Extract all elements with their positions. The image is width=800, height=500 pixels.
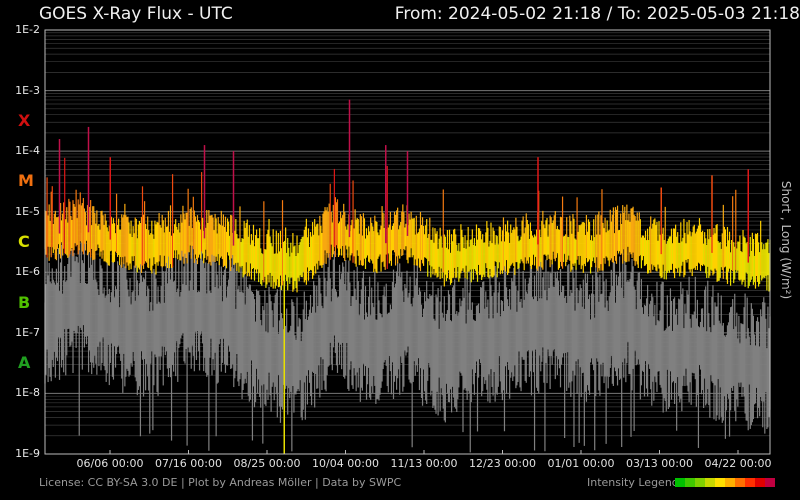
x-tick-label: 03/13 00:00 (626, 457, 693, 470)
short-series (44, 232, 771, 453)
flare-class-x: X (18, 110, 31, 130)
credits: License: CC BY-SA 3.0 DE | Plot by Andre… (39, 476, 402, 489)
flare-class-a: A (18, 353, 31, 373)
legend-swatch (685, 478, 695, 487)
legend-swatch (705, 478, 715, 487)
flare-class-b: B (18, 292, 31, 312)
time-range: From: 2024-05-02 21:18 / To: 2025-05-03 … (394, 4, 800, 24)
legend-swatch (765, 478, 775, 487)
y-axis-label: Short , Long (W/m²) (779, 180, 793, 300)
y-tick-label: 1E-4 (15, 144, 40, 158)
y-tick-label: 1E-6 (15, 265, 40, 279)
y-tick-label: 1E-2 (15, 23, 40, 36)
legend-swatch (675, 478, 685, 487)
x-tick-label: 01/01 00:00 (547, 457, 615, 470)
legend-swatch (715, 478, 725, 487)
legend-swatch (725, 478, 735, 487)
x-tick-label: 06/06 00:00 (76, 457, 144, 470)
x-tick-label: 11/13 00:00 (390, 457, 458, 470)
x-tick-label: 12/23 00:00 (469, 457, 536, 470)
x-tick-label: 07/16 00:00 (155, 457, 222, 470)
x-tick-label: 04/22 00:00 (704, 457, 772, 470)
flare-class-m: M (18, 171, 34, 191)
legend-swatch (735, 478, 745, 487)
legend-swatch (695, 478, 705, 487)
long-series (44, 99, 771, 454)
y-tick-label: 1E-3 (15, 83, 40, 97)
intensity-legend-label: Intensity Legend (587, 476, 679, 489)
x-tick-label: 08/25 00:00 (233, 457, 301, 470)
legend-swatch (755, 478, 765, 487)
chart-title: GOES X-Ray Flux - UTC (39, 4, 233, 24)
y-tick-label: 1E-5 (15, 204, 40, 218)
y-tick-label: 1E-9 (15, 447, 40, 460)
intensity-legend-bar (675, 478, 775, 487)
flare-class-c: C (18, 232, 30, 251)
plot-frame (44, 29, 771, 455)
x-tick-label: 10/04 00:00 (312, 457, 379, 470)
y-tick-label: 1E-8 (15, 386, 40, 400)
legend-swatch (745, 478, 755, 487)
y-tick-label: 1E-7 (15, 325, 40, 339)
